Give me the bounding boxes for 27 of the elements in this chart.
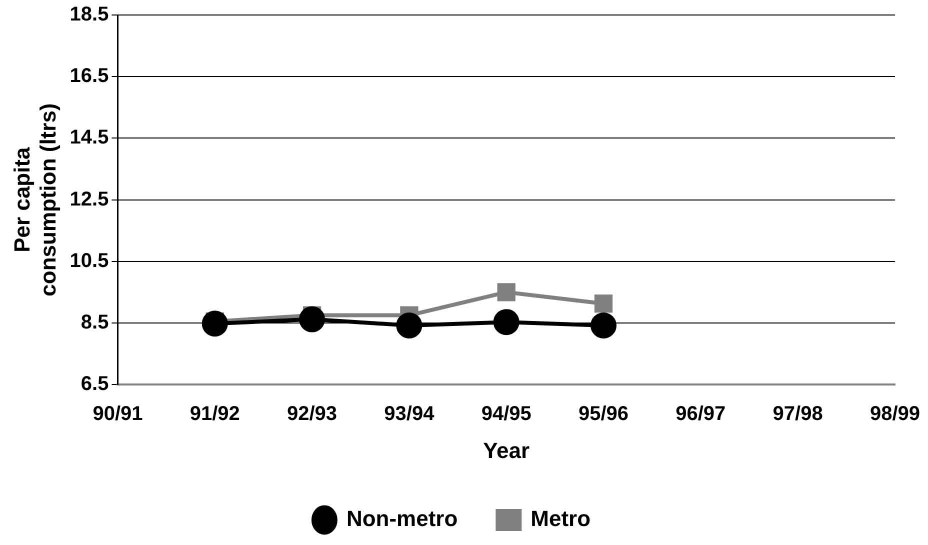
x-tick-label: 96/97: [676, 403, 726, 426]
y-axis-title: Per capita consumption (ltrs): [9, 103, 61, 296]
point: [594, 294, 613, 313]
x-tick-label: 95/96: [578, 403, 629, 426]
y-tick-label: 18.5: [70, 4, 109, 26]
x-tick-label: 94/95: [481, 403, 532, 426]
x-axis-title: Year: [483, 438, 530, 463]
y-tick-label: 6.5: [80, 373, 109, 396]
x-tick-label: 97/98: [772, 403, 823, 426]
x-tick-label: 98/99: [870, 403, 920, 426]
point: [299, 306, 326, 332]
x-tick-label: 93/94: [384, 403, 436, 426]
point: [202, 310, 228, 337]
x-tick-label: 92/93: [287, 403, 338, 426]
legend-label: Non-metro: [346, 506, 458, 532]
y-tick-label: 8.5: [80, 312, 109, 334]
y-tick-label: 10.5: [70, 250, 109, 272]
y-tick-label: 16.5: [70, 65, 109, 88]
point: [396, 312, 422, 338]
legend-label: Metro: [530, 506, 591, 532]
y-tick-label: 12.5: [70, 188, 109, 210]
point: [590, 312, 617, 338]
x-tick-label: 90/91: [92, 403, 143, 426]
x-tick-label: 91/92: [190, 403, 240, 426]
point: [493, 309, 520, 336]
y-tick-label: 14.5: [70, 126, 109, 149]
point: [497, 283, 516, 302]
